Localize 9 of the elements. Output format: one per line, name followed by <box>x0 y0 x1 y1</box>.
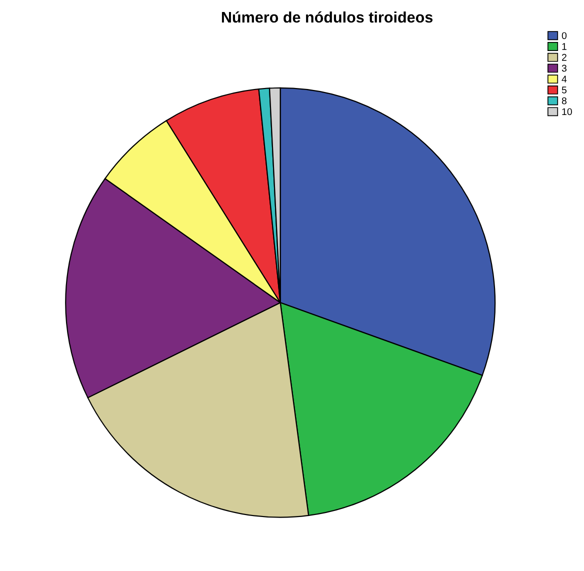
legend-label: 5 <box>562 86 567 94</box>
legend-label: 1 <box>562 43 566 50</box>
legend-label: 8 <box>562 97 566 104</box>
legend-label: 4 <box>562 76 567 82</box>
legend-label: 10 <box>562 108 572 116</box>
legend-label: 3 <box>562 64 566 72</box>
legend-label: 0 <box>562 32 567 40</box>
chart-title: Número de nódulos tiroideos <box>222 11 433 23</box>
legend-label: 2 <box>562 54 566 61</box>
